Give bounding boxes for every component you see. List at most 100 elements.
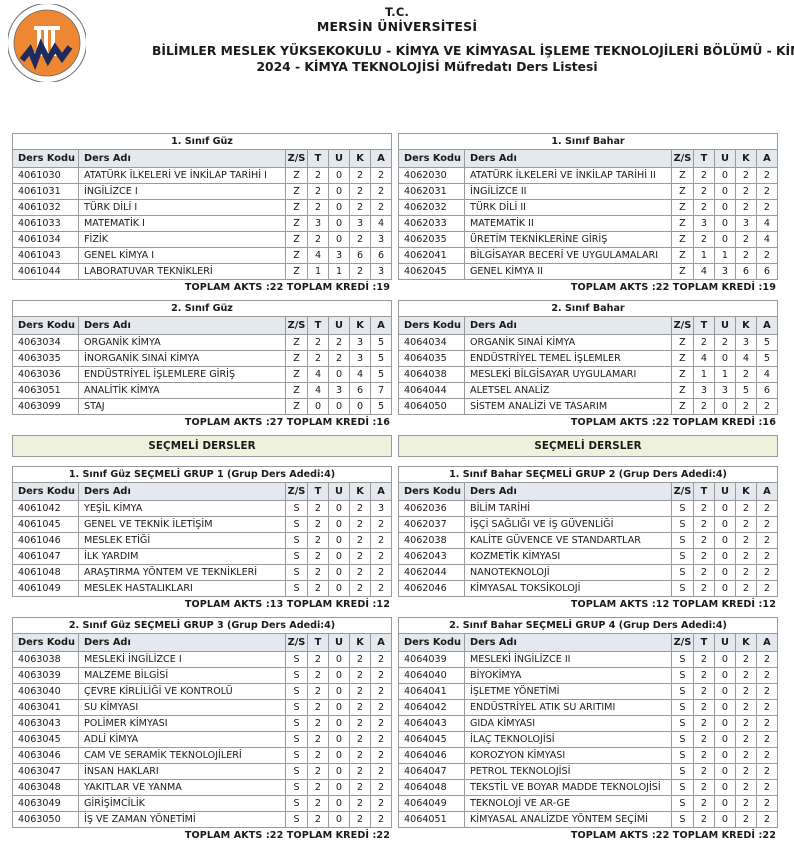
cell-zs: S: [670, 500, 694, 517]
cell-a: 2: [755, 715, 779, 732]
cell-zs: S: [284, 516, 308, 533]
cell-a: 4: [755, 215, 779, 232]
cell-a: 2: [755, 199, 779, 216]
cell-t: 2: [307, 183, 329, 200]
table-row: 4063035 İNORGANİK SINAİ KİMYA Z 2 2 3 5: [12, 350, 392, 367]
table-row: 4061044 LABORATUVAR TEKNİKLERİ Z 1 1 2 3: [12, 263, 392, 280]
column-header-name: Ders Adı: [464, 316, 672, 335]
cell-name: KALİTE GÜVENCE VE STANDARTLAR: [464, 532, 672, 549]
department-line-wrap: BİLİMLER MESLEK YÜKSEKOKULU - KİMYA VE K…: [0, 43, 794, 76]
cell-u: 3: [713, 382, 736, 399]
cell-zs: S: [670, 667, 694, 684]
cell-k: 2: [348, 779, 371, 796]
cell-u: 0: [713, 715, 736, 732]
cell-k: 3: [734, 215, 757, 232]
cell-a: 6: [370, 247, 392, 264]
cell-code: 4063047: [12, 763, 79, 780]
cell-a: 2: [755, 247, 779, 264]
column-header-code: Ders Kodu: [398, 149, 465, 168]
left-column: 1. Sınıf Güz Ders Kodu Ders Adı Z/S T U K A 4061…: [12, 133, 393, 848]
cell-name: BİLİM TARİHİ: [464, 500, 672, 517]
cell-k: 2: [734, 715, 757, 732]
course-table: 1. Sınıf Bahar SEÇMELİ GRUP 2 (Grup Ders…: [398, 466, 779, 597]
table-row: 4063040 ÇEVRE KİRLİLİĞİ VE KONTROLÜ S 2 0 2 2: [12, 683, 393, 700]
cell-u: 0: [713, 532, 736, 549]
column-header-a: A: [369, 482, 393, 501]
column-header-t: T: [306, 633, 329, 652]
table-row: 4064038 MESLEKİ BİLGİSAYAR UYGULAMARI Z 1 1 2…: [398, 366, 779, 383]
cell-t: 4: [692, 263, 715, 280]
tables-grid: 1. Sınıf Güz Ders Kodu Ders Adı Z/S T U K A 4061…: [0, 133, 794, 848]
table-row: 4062046 KİMYASAL TOKSİKOLOJİ S 2 0 2 2: [398, 580, 779, 597]
cell-k: 2: [734, 247, 757, 264]
cell-a: 2: [755, 167, 779, 184]
cell-zs: S: [670, 564, 694, 581]
cell-code: 4064042: [398, 699, 465, 716]
cell-name: MESLEKİ BİLGİSAYAR UYGULAMARI: [464, 366, 672, 383]
cell-a: 3: [370, 263, 392, 280]
cell-t: 2: [692, 532, 715, 549]
cell-name: İNGİLİZCE I: [78, 183, 286, 200]
cell-code: 4063038: [12, 651, 79, 668]
table-row: 4064035 ENDÜSTRİYEL TEMEL İŞLEMLER Z 4 0 4 5: [398, 350, 779, 367]
cell-code: 4064045: [398, 731, 465, 748]
cell-zs: Z: [670, 334, 694, 351]
cell-t: 2: [306, 779, 329, 796]
column-header-zs: Z/S: [284, 482, 308, 501]
cell-u: 0: [327, 811, 350, 828]
cell-k: 6: [349, 382, 371, 399]
cell-k: 6: [349, 247, 371, 264]
cell-a: 2: [755, 779, 779, 796]
table-row: 4062038 KALİTE GÜVENCE VE STANDARTLAR S 2 0 2…: [398, 532, 779, 549]
table-row: 4064049 TEKNOLOJİ VE AR-GE S 2 0 2 2: [398, 795, 779, 812]
cell-code: 4062033: [398, 215, 465, 232]
table-header-row: Ders Kodu Ders Adı Z/S T U K A: [398, 482, 779, 501]
cell-u: 0: [327, 651, 350, 668]
cell-k: 3: [734, 334, 757, 351]
cell-t: 2: [692, 398, 715, 415]
cell-zs: Z: [670, 199, 694, 216]
table-row: 4064051 KİMYASAL ANALİZDE YÖNTEM SEÇİMİ S 2…: [398, 811, 779, 828]
cell-k: 2: [348, 532, 371, 549]
cell-t: 2: [692, 199, 715, 216]
cell-code: 4061046: [12, 532, 79, 549]
table-row: 4062044 NANOTEKNOLOJİ S 2 0 2 2: [398, 564, 779, 581]
cell-name: LABORATUVAR TEKNİKLERİ: [78, 263, 286, 280]
cell-name: İNGİLİZCE II: [464, 183, 672, 200]
cell-code: 4063039: [12, 667, 79, 684]
cell-a: 5: [370, 334, 392, 351]
cell-name: BİLGİSAYAR BECERİ VE UYGULAMALARI: [464, 247, 672, 264]
cell-code: 4064044: [398, 382, 465, 399]
column-header-t: T: [306, 482, 329, 501]
cell-k: 2: [734, 398, 757, 415]
cell-k: 2: [734, 548, 757, 565]
column-header-code: Ders Kodu: [12, 149, 79, 168]
cell-k: 2: [734, 500, 757, 517]
table-row: 4064050 SİSTEM ANALİZİ VE TASARIM Z 2 0 2 2: [398, 398, 779, 415]
cell-a: 7: [370, 382, 392, 399]
cell-t: 2: [307, 167, 329, 184]
cell-zs: Z: [285, 199, 308, 216]
cell-u: 0: [713, 667, 736, 684]
table-row: 4063034 ORGANİK KİMYA Z 2 2 3 5: [12, 334, 392, 351]
cell-zs: S: [670, 795, 694, 812]
mersin-universitesi-logo-icon: [7, 3, 87, 83]
table-row: 4064045 İLAÇ TEKNOLOJİSİ S 2 0 2 2: [398, 731, 779, 748]
cell-name: KİMYASAL ANALİZDE YÖNTEM SEÇİMİ: [464, 811, 672, 828]
column-header-k: K: [349, 149, 371, 168]
cell-u: 2: [713, 334, 736, 351]
table-row: 4064039 MESLEKİ İNGİLİZCE II S 2 0 2 2: [398, 651, 779, 668]
cell-code: 4062044: [398, 564, 465, 581]
cell-u: 0: [713, 516, 736, 533]
table-row: 4064048 TEKSTİL VE BOYAR MADDE TEKNOLOJİS…: [398, 779, 779, 796]
table-row: 4063049 GİRİŞİMCİLİK S 2 0 2 2: [12, 795, 393, 812]
cell-name: İŞLETME YÖNETİMİ: [464, 683, 672, 700]
cell-zs: Z: [285, 263, 308, 280]
cell-u: 0: [327, 747, 350, 764]
cell-t: 2: [307, 199, 329, 216]
cell-a: 2: [369, 548, 393, 565]
cell-a: 5: [755, 350, 779, 367]
column-header-t: T: [692, 633, 715, 652]
cell-k: 3: [349, 334, 371, 351]
table-row: 4064040 BİYOKİMYA S 2 0 2 2: [398, 667, 779, 684]
